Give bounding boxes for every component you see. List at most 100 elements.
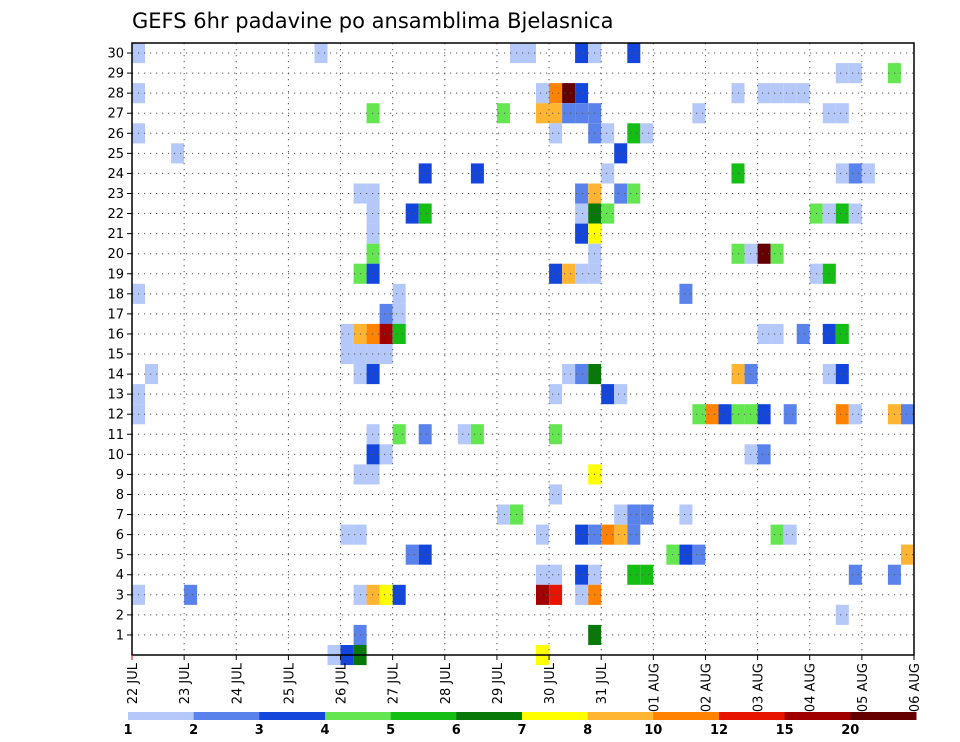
precip-cell — [418, 544, 432, 565]
colorbar-label: 1 — [123, 723, 132, 738]
precip-cell — [640, 504, 654, 525]
precip-cell — [679, 283, 693, 304]
precip-cell — [757, 404, 771, 425]
precip-cell — [379, 344, 393, 365]
precip-cell — [549, 103, 563, 124]
colorbar-label: 2 — [189, 723, 198, 738]
precip-cell — [145, 364, 158, 385]
x-tick-label: 03 AUG — [752, 663, 767, 712]
precip-cell — [770, 83, 784, 104]
precip-cell — [549, 384, 563, 405]
precip-cell — [848, 63, 862, 84]
precip-cell — [848, 404, 862, 425]
y-tick-label: 27 — [107, 107, 124, 122]
precip-cell — [549, 424, 563, 445]
precip-cell — [392, 283, 406, 304]
precip-cell — [848, 564, 862, 585]
precip-cell — [848, 163, 862, 184]
y-tick-label: 16 — [107, 327, 124, 342]
precip-cell — [901, 404, 914, 425]
precip-cell — [549, 484, 563, 505]
y-tick-label: 10 — [107, 448, 124, 463]
precip-cell — [627, 123, 641, 144]
y-tick-label: 29 — [107, 67, 124, 82]
precip-cell — [575, 103, 589, 124]
precip-cell — [796, 323, 810, 344]
precip-cell — [835, 103, 849, 124]
precip-cell — [627, 43, 641, 64]
precip-cell — [575, 183, 589, 204]
precip-cell — [340, 323, 354, 344]
precip-cell — [835, 323, 849, 344]
x-tick-label: 27 JUL — [387, 662, 402, 704]
y-tick-label: 14 — [107, 368, 124, 383]
precip-cell — [627, 504, 641, 525]
precip-cell — [705, 404, 719, 425]
precip-cell — [392, 323, 406, 344]
y-tick-label: 21 — [107, 227, 124, 242]
precip-cell — [536, 524, 549, 545]
precip-cell — [757, 83, 771, 104]
colorbar-label: 10 — [644, 723, 662, 738]
colorbar-swatch — [653, 712, 720, 720]
precip-cell — [549, 584, 563, 605]
precip-cell — [822, 103, 836, 124]
colorbar-swatch — [325, 712, 392, 720]
y-tick-label: 5 — [116, 548, 124, 563]
precip-cell — [184, 584, 198, 605]
precip-cell — [679, 504, 693, 525]
x-tick-label: 24 JUL — [230, 662, 245, 704]
y-tick-label: 12 — [107, 408, 124, 423]
precip-cell — [770, 243, 784, 264]
y-tick-label: 11 — [107, 428, 124, 443]
colorbar-swatch — [456, 712, 523, 720]
precip-cell — [523, 43, 536, 64]
precip-cell — [575, 564, 589, 585]
precip-cell — [614, 504, 628, 525]
grid-lines — [132, 43, 914, 655]
x-tick-label: 04 AUG — [804, 663, 819, 712]
precip-cell — [692, 544, 706, 565]
x-tick-label: 23 JUL — [178, 662, 193, 704]
colorbar-label: 20 — [841, 723, 859, 738]
colorbar-swatch — [784, 712, 851, 720]
precip-cell — [457, 424, 471, 445]
precip-cell — [848, 203, 862, 224]
precip-cell — [418, 203, 432, 224]
precip-cell — [392, 584, 406, 605]
y-tick-label: 26 — [107, 127, 124, 142]
precip-cell — [627, 183, 641, 204]
y-tick-label: 15 — [107, 348, 124, 363]
precip-cell — [822, 364, 836, 385]
precip-cell — [718, 404, 732, 425]
precip-cell — [496, 504, 510, 525]
y-tick-label: 17 — [107, 307, 124, 322]
precip-cell — [379, 444, 393, 465]
y-tick-label: 18 — [107, 287, 124, 302]
y-tick-label: 22 — [107, 207, 124, 222]
y-axis: 1234567891011121314151617181920212223242… — [107, 47, 132, 643]
precip-cell — [562, 103, 576, 124]
colorbar-label: 5 — [386, 723, 395, 738]
precip-cell — [470, 163, 484, 184]
precip-cell — [575, 203, 589, 224]
x-tick-label: 05 AUG — [856, 663, 871, 712]
precip-cell — [835, 604, 849, 625]
precip-cell — [679, 544, 693, 565]
precip-cell — [757, 243, 771, 264]
precip-cell — [614, 143, 628, 164]
precip-cell — [757, 444, 771, 465]
y-tick-label: 1 — [116, 628, 124, 643]
colorbar-label: 3 — [255, 723, 264, 738]
precip-cell — [549, 123, 563, 144]
precip-cell — [575, 584, 589, 605]
precip-cell — [418, 424, 432, 445]
precip-cell — [549, 83, 563, 104]
precip-cell — [575, 263, 589, 284]
colorbar-label: 4 — [320, 723, 329, 738]
precip-cell — [640, 564, 654, 585]
precip-cell — [614, 183, 628, 204]
x-axis: 22 JUL 23 JUL 24 JUL 25 JUL 26 JUL 27 JUL 28 J… — [126, 655, 923, 712]
precip-cell — [536, 584, 549, 605]
precip-cell — [392, 424, 406, 445]
